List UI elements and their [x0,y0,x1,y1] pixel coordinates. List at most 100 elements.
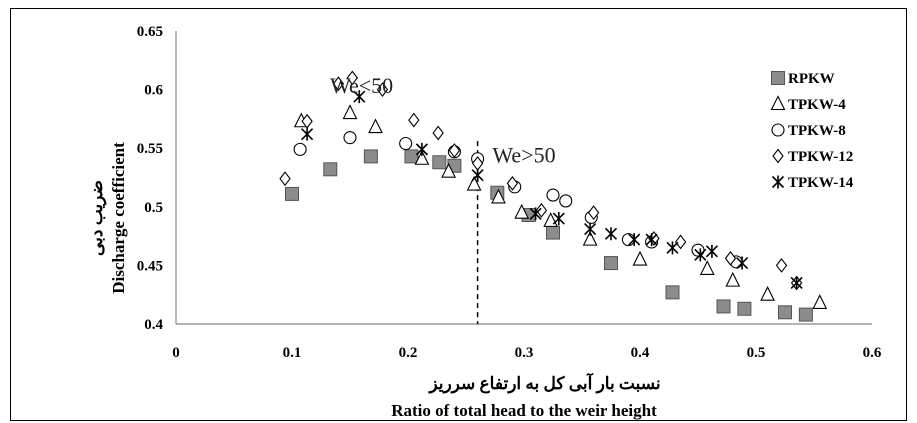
point-tpkw-4 [491,188,506,204]
point-rpkw [604,256,618,271]
point-tpkw-12 [432,125,444,141]
chart-frame [10,8,907,421]
point-tpkw-12 [408,112,420,128]
y-tick-labels: 0.4 0.45 0.5 0.55 0.6 0.65 [137,24,164,333]
point-tpkw-8 [343,131,357,145]
point-tpkw-4 [441,162,456,178]
series-rpkw [285,149,813,322]
point-tpkw-4 [368,118,383,134]
legend-marker-tpkw-12 [772,148,784,164]
point-tpkw-12 [674,234,687,250]
y-tick-label: 0.45 [137,258,163,274]
y-axis-title-persian: ضریب دبی [87,180,107,256]
legend-item-tpkw-14: TPKW-14 [771,175,854,191]
point-tpkw-14 [353,90,366,104]
point-tpkw-8 [546,188,560,202]
legend-label: TPKW-8 [788,123,846,139]
point-rpkw [665,285,680,300]
point-tpkw-4 [760,285,775,301]
point-tpkw-14 [301,127,314,141]
x-tick-label: 0.2 [399,345,418,361]
series-tpkw-4 [293,104,828,309]
point-tpkw-4 [725,271,741,287]
point-tpkw-14 [471,168,484,182]
legend-item-rpkw: RPKW [771,71,835,87]
y-tick-label: 0.6 [144,83,163,99]
point-tpkw-12 [376,82,389,98]
legend-marker-rpkw [771,71,785,85]
point-tpkw-14 [584,222,597,236]
point-tpkw-12 [279,171,291,187]
point-rpkw [432,155,447,170]
y-tick-label: 0.5 [144,200,163,216]
x-tick-label: 0.6 [863,345,882,361]
point-tpkw-14 [705,244,718,258]
point-tpkw-14 [552,212,565,226]
point-tpkw-14 [628,233,641,247]
point-tpkw-8 [621,233,635,247]
y-tick-label: 0.65 [137,24,163,40]
point-rpkw [798,307,813,322]
legend-label: TPKW-14 [788,175,854,191]
point-tpkw-12 [724,250,737,266]
point-rpkw [737,301,752,316]
x-tick-label: 0.4 [631,345,650,361]
point-tpkw-8 [293,142,307,156]
point-tpkw-12 [346,70,359,86]
point-tpkw-4 [582,230,598,246]
point-rpkw [778,305,792,320]
point-tpkw-14 [694,248,707,262]
point-tpkw-8 [691,243,705,257]
point-rpkw [404,149,419,164]
point-tpkw-12 [587,205,600,221]
legend-item-tpkw-8: TPKW-8 [771,123,846,139]
point-rpkw [363,149,378,164]
y-tick-label: 0.4 [144,317,163,333]
x-tick-label: 0 [172,345,180,361]
annotation-we-greater-50: We>50 [492,142,555,167]
legend-item-tpkw-4: TPKW-4 [770,95,846,113]
point-rpkw [285,186,299,201]
x-axis-title-persian: نسبت بار آبی کل به ارتفاع سرریز [427,372,660,394]
point-tpkw-8 [399,136,413,151]
y-tick-label: 0.55 [137,141,163,157]
point-tpkw-4 [812,294,828,309]
point-tpkw-14 [790,276,803,290]
series-tpkw-12 [279,70,803,291]
legend-label: TPKW-12 [788,149,853,165]
legend-label: RPKW [788,71,835,87]
annotation-we-less-50: We<50 [330,73,393,98]
point-rpkw [323,162,338,177]
point-tpkw-14 [736,256,749,270]
legend-label: TPKW-4 [788,97,846,113]
point-tpkw-12 [775,257,788,273]
series-tpkw-14 [301,90,803,290]
legend-marker-tpkw-4 [770,95,786,111]
point-tpkw-14 [529,207,542,221]
point-tpkw-14 [645,233,658,247]
data-points [279,70,828,322]
point-tpkw-12 [535,202,548,218]
x-tick-label: 0.5 [747,345,766,361]
legend-item-tpkw-12: TPKW-12 [772,148,853,165]
point-tpkw-4 [514,203,530,219]
point-tpkw-8 [559,194,573,208]
point-tpkw-14 [666,241,679,255]
legend: RPKW TPKW-4 TPKW-8 TPKW-12 TPKW-14 [770,71,854,191]
point-tpkw-4 [632,250,648,266]
point-tpkw-14 [415,142,428,156]
point-tpkw-4 [414,150,430,165]
point-tpkw-12 [506,175,519,191]
point-tpkw-4 [342,104,358,120]
point-tpkw-14 [604,227,618,241]
x-tick-label: 0.3 [515,345,534,361]
point-tpkw-4 [699,260,715,275]
x-tick-labels: 0 0.1 0.2 0.3 0.4 0.5 0.6 [172,345,882,361]
y-axis-title-english: Discharge coefficient [109,142,128,294]
point-rpkw [716,299,731,314]
legend-marker-tpkw-8 [771,123,785,137]
plot-area: 0 0.1 0.2 0.3 0.4 0.5 0.6 0.4 0.45 0.5 0.55 0.6 0.6… [137,24,882,361]
point-tpkw-12 [448,143,461,158]
point-tpkw-4 [466,175,482,191]
